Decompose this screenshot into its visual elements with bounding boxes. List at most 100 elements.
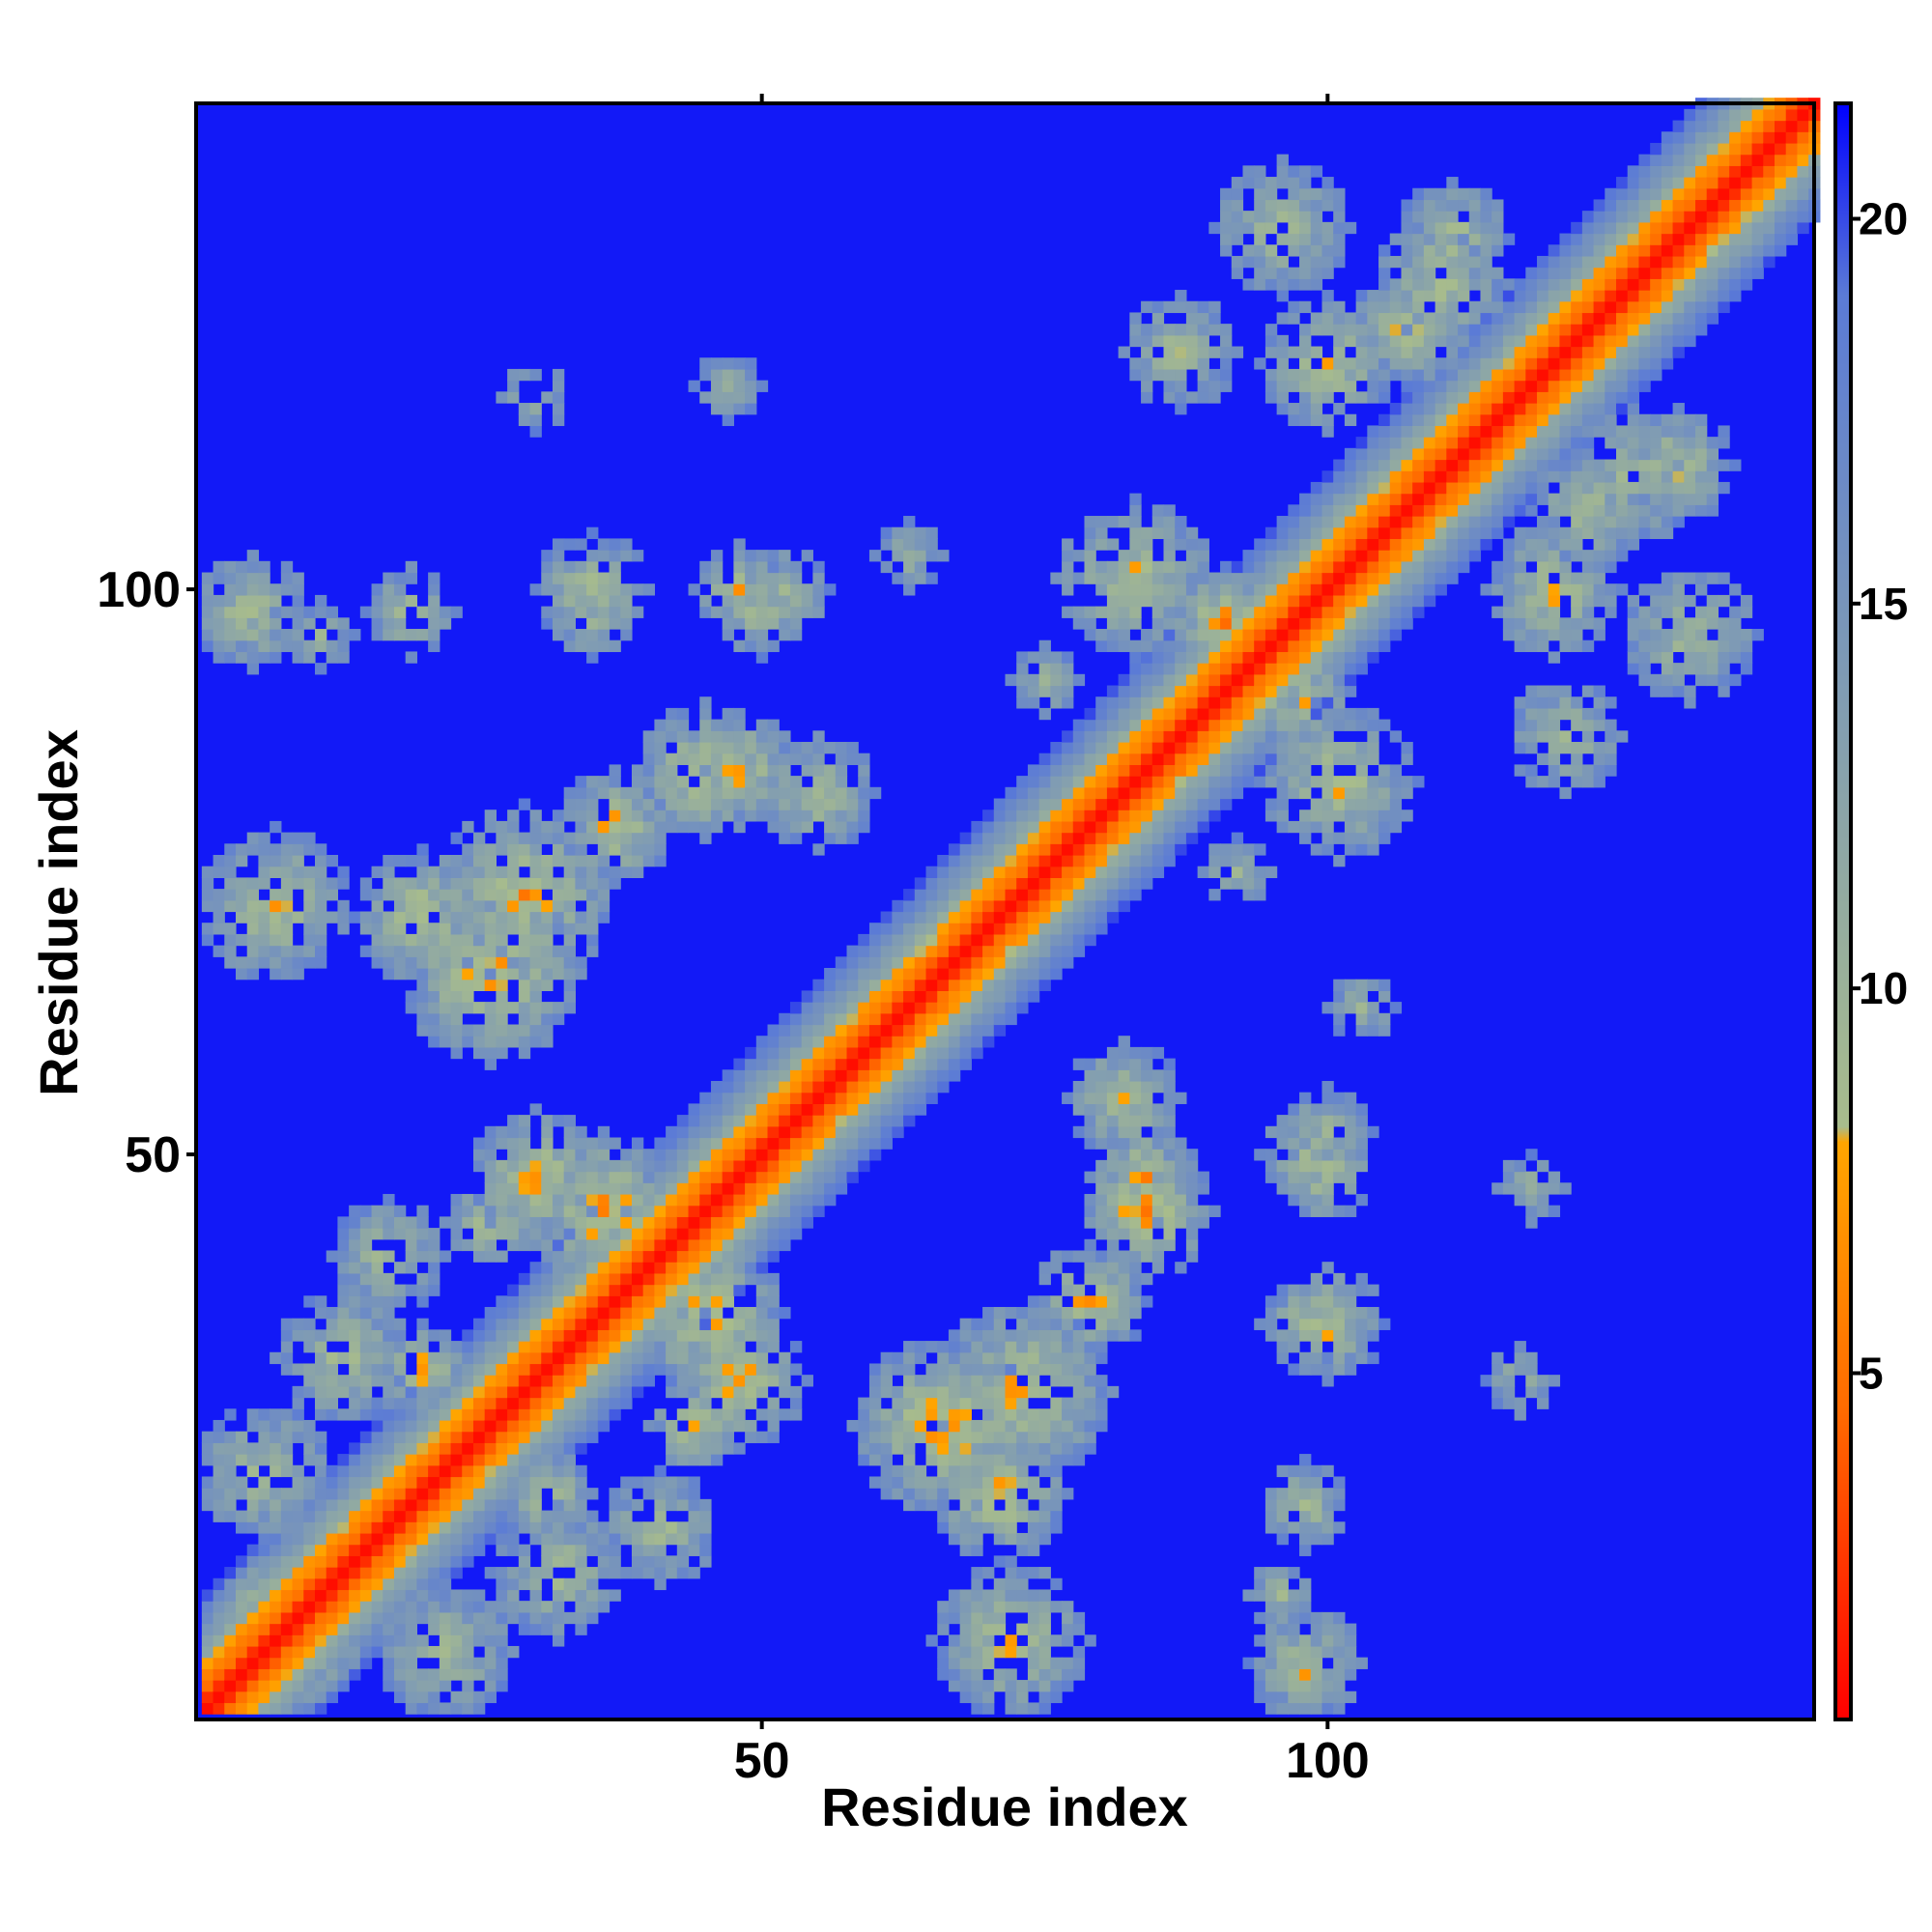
heatmap-cell bbox=[1027, 696, 1040, 709]
heatmap-cell bbox=[563, 594, 576, 608]
heatmap-cell bbox=[270, 956, 282, 969]
heatmap-cell bbox=[982, 945, 995, 957]
heatmap-cell bbox=[1027, 1544, 1040, 1556]
heatmap-cell bbox=[620, 866, 633, 878]
heatmap-cell bbox=[982, 933, 995, 947]
heatmap-cell bbox=[1129, 651, 1142, 664]
heatmap-cell bbox=[755, 639, 769, 653]
heatmap-cell bbox=[676, 1442, 690, 1455]
heatmap-cell bbox=[575, 560, 587, 574]
heatmap-cell bbox=[699, 798, 712, 810]
heatmap-cell bbox=[1299, 403, 1312, 415]
heatmap-cell bbox=[1072, 810, 1086, 822]
heatmap-cell bbox=[472, 1488, 486, 1500]
heatmap-cell bbox=[529, 866, 542, 878]
heatmap-cell bbox=[993, 1002, 1007, 1014]
heatmap-cell bbox=[1129, 1306, 1142, 1320]
heatmap-cell bbox=[1062, 820, 1074, 834]
heatmap-cell bbox=[496, 945, 508, 957]
heatmap-cell bbox=[597, 629, 611, 641]
heatmap-cell bbox=[1264, 177, 1278, 189]
heatmap-cell bbox=[349, 1634, 361, 1647]
heatmap-cell bbox=[710, 1272, 724, 1286]
heatmap-cell bbox=[1050, 1498, 1063, 1512]
heatmap-cell bbox=[270, 1419, 282, 1433]
heatmap-cell bbox=[552, 1464, 565, 1478]
heatmap-cell bbox=[349, 1262, 361, 1274]
heatmap-cell bbox=[993, 911, 1007, 923]
heatmap-cell bbox=[1276, 1284, 1289, 1296]
heatmap-cell bbox=[1106, 820, 1120, 834]
heatmap-cell bbox=[937, 550, 950, 562]
heatmap-cell bbox=[846, 1171, 859, 1183]
heatmap-cell bbox=[563, 617, 576, 630]
heatmap-cell bbox=[959, 843, 972, 856]
heatmap-cell bbox=[959, 1024, 972, 1037]
heatmap-cell bbox=[586, 933, 599, 947]
heatmap-cell bbox=[1288, 651, 1300, 664]
heatmap-cell bbox=[1220, 719, 1233, 731]
heatmap-cell bbox=[280, 1634, 294, 1647]
heatmap-cell bbox=[349, 1238, 361, 1252]
heatmap-cell bbox=[484, 1464, 497, 1478]
heatmap-cell bbox=[201, 1680, 214, 1692]
heatmap-cell bbox=[699, 594, 712, 608]
heatmap-cell bbox=[1106, 583, 1120, 596]
heatmap-cell bbox=[971, 1454, 983, 1466]
heatmap-cell bbox=[496, 1544, 508, 1556]
heatmap-cell bbox=[733, 572, 746, 584]
heatmap-cell bbox=[948, 968, 961, 980]
heatmap-cell bbox=[292, 1498, 304, 1512]
heatmap-cell bbox=[835, 776, 848, 788]
heatmap-cell bbox=[779, 776, 791, 788]
heatmap-cell bbox=[575, 911, 587, 923]
heatmap-cell bbox=[428, 968, 440, 980]
heatmap-cell bbox=[292, 1476, 304, 1489]
heatmap-cell bbox=[1118, 1250, 1130, 1263]
heatmap-cell bbox=[1231, 663, 1244, 675]
heatmap-cell bbox=[1027, 1341, 1040, 1353]
heatmap-cell bbox=[971, 1385, 983, 1399]
heatmap-cell bbox=[1185, 639, 1199, 653]
heatmap-cell bbox=[1084, 1238, 1096, 1252]
heatmap-cell bbox=[586, 1544, 599, 1556]
heatmap-cell bbox=[1016, 685, 1029, 697]
heatmap-cell bbox=[631, 1137, 644, 1150]
heatmap-cell bbox=[575, 1272, 587, 1286]
heatmap-cell bbox=[224, 889, 237, 901]
heatmap-cell bbox=[575, 1611, 587, 1625]
heatmap-cell bbox=[496, 1645, 508, 1659]
heatmap-cell bbox=[552, 1329, 565, 1342]
heatmap-cell bbox=[1288, 211, 1300, 223]
heatmap-cell bbox=[1118, 1205, 1130, 1217]
heatmap-cell bbox=[767, 1171, 780, 1183]
heatmap-cell bbox=[462, 1216, 474, 1229]
heatmap-cell bbox=[303, 923, 316, 935]
heatmap-cell bbox=[563, 1521, 576, 1534]
heatmap-cell bbox=[450, 1634, 463, 1647]
heatmap-cell bbox=[439, 1012, 452, 1026]
heatmap-cell bbox=[552, 1442, 565, 1455]
heatmap-cell bbox=[1095, 1262, 1108, 1274]
heatmap-cell bbox=[676, 1295, 690, 1308]
heatmap-cell bbox=[1276, 267, 1289, 279]
heatmap-cell bbox=[733, 1341, 746, 1353]
heatmap-cell bbox=[326, 855, 339, 867]
heatmap-cell bbox=[631, 1193, 644, 1207]
heatmap-cell bbox=[654, 1284, 667, 1296]
heatmap-cell bbox=[484, 1375, 497, 1387]
heatmap-cell bbox=[383, 1329, 395, 1342]
heatmap-cell bbox=[722, 1272, 734, 1286]
heatmap-cell bbox=[982, 1702, 995, 1715]
heatmap-cell bbox=[1027, 945, 1040, 957]
heatmap-cell bbox=[359, 1521, 373, 1534]
heatmap-cell bbox=[303, 1329, 316, 1342]
heatmap-cell bbox=[1118, 617, 1130, 630]
heatmap-cell bbox=[982, 1341, 995, 1353]
heatmap-cell bbox=[710, 1295, 724, 1308]
heatmap-cell bbox=[383, 1488, 395, 1500]
heatmap-cell bbox=[236, 583, 248, 596]
heatmap-cell bbox=[303, 911, 316, 923]
heatmap-cell bbox=[1185, 730, 1199, 743]
heatmap-cell bbox=[236, 1690, 248, 1704]
